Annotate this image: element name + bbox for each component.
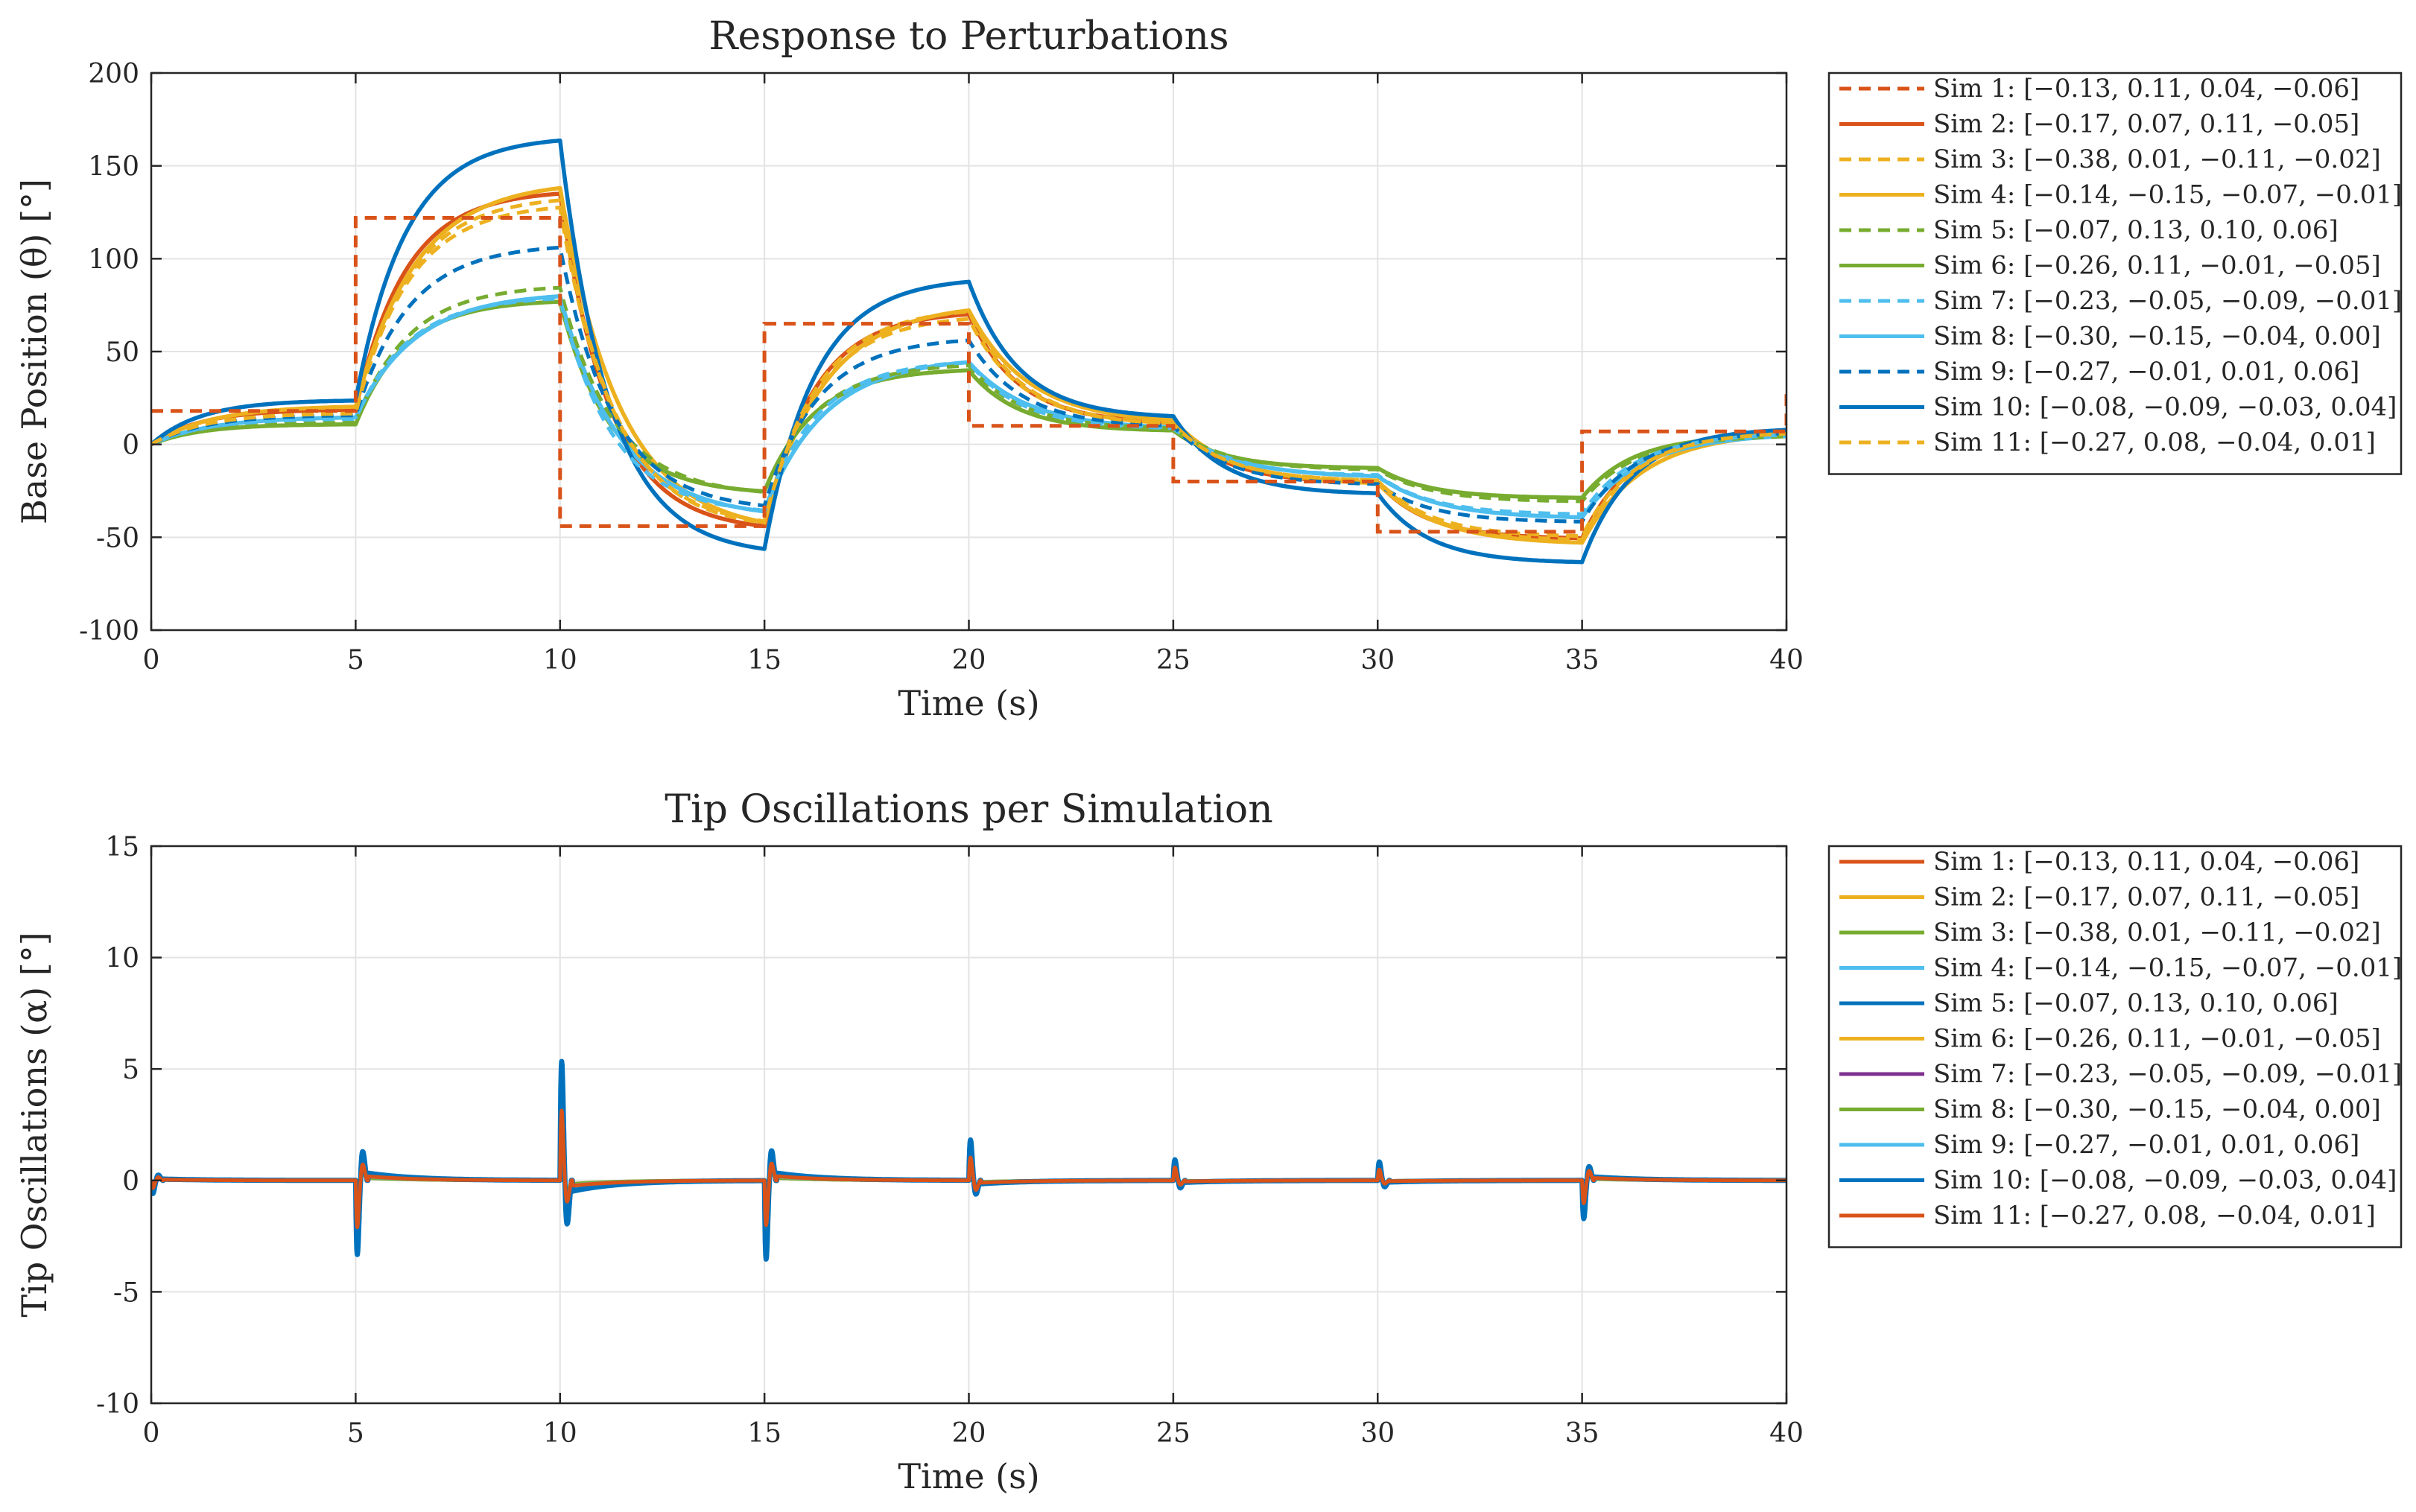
legend-entry: Sim 8: [−0.30, −0.15, −0.04, 0.00] bbox=[1933, 1095, 2381, 1125]
legend: Sim 1: [−0.13, 0.11, 0.04, −0.06] Sim 2: … bbox=[1827, 72, 2403, 475]
y-tick-label: 5 bbox=[122, 1055, 139, 1085]
x-tick-label: 40 bbox=[1769, 1418, 1804, 1449]
legend-entry: Sim 3: [−0.38, 0.01, −0.11, −0.02] bbox=[1933, 144, 2381, 174]
legend-entry: Sim 7: [−0.23, −0.05, −0.09, −0.01] bbox=[1933, 1059, 2402, 1089]
chart-panel-2: 0 5 10 15 20 25 30 35 40 15 10 5 0 -5 -10 Tip Oscillati… bbox=[14, 787, 2403, 1496]
series-line-1 bbox=[151, 216, 1786, 534]
series-line-5 bbox=[151, 285, 1786, 504]
legend-entry: Sim 9: [−0.27, −0.01, 0.01, 0.06] bbox=[1933, 357, 2359, 387]
x-tick-label: 10 bbox=[543, 1418, 577, 1449]
x-tick-label: 0 bbox=[143, 1418, 160, 1449]
x-tick-label: 40 bbox=[1769, 645, 1804, 676]
legend-entry: Sim 10: [−0.08, −0.09, −0.03, 0.04] bbox=[1933, 1166, 2397, 1195]
y-tick-label: 100 bbox=[88, 244, 139, 275]
y-tick-label: -5 bbox=[113, 1277, 139, 1308]
series-line-11 bbox=[151, 1108, 1786, 1230]
y-tick-label: 200 bbox=[88, 59, 139, 89]
x-tick-label: 25 bbox=[1156, 645, 1190, 676]
legend-entry: Sim 6: [−0.26, 0.11, −0.01, −0.05] bbox=[1933, 1024, 2381, 1054]
legend-entry: Sim 2: [−0.17, 0.07, 0.11, −0.05] bbox=[1933, 883, 2359, 912]
legend-entry: Sim 7: [−0.23, −0.05, −0.09, −0.01] bbox=[1933, 286, 2402, 316]
y-tick-label: 10 bbox=[105, 944, 139, 974]
legend-entry: Sim 4: [−0.14, −0.15, −0.07, −0.01] bbox=[1933, 953, 2402, 983]
ticks: 0 5 10 15 20 25 30 35 40 200 150 100 50 0 -50 -100 bbox=[79, 59, 1804, 676]
legend-entry: Sim 5: [−0.07, 0.13, 0.10, 0.06] bbox=[1933, 988, 2339, 1018]
x-tick-label: 35 bbox=[1565, 645, 1599, 676]
y-tick-label: 15 bbox=[105, 832, 139, 863]
chart-panel-1: 0 5 10 15 20 25 30 35 40 200 150 100 50 0 -50 -100 Respo… bbox=[14, 14, 2403, 723]
y-tick-label: 0 bbox=[122, 431, 139, 461]
x-axis-label: Time (s) bbox=[898, 1456, 1039, 1496]
legend-entry: Sim 5: [−0.07, 0.13, 0.10, 0.06] bbox=[1933, 215, 2339, 245]
y-tick-label: 0 bbox=[122, 1166, 139, 1197]
legend-entry: Sim 4: [−0.14, −0.15, −0.07, −0.01] bbox=[1933, 180, 2402, 210]
y-tick-label: 50 bbox=[105, 337, 139, 368]
series-line-4 bbox=[151, 185, 1786, 545]
x-tick-label: 20 bbox=[952, 645, 986, 676]
plot-area bbox=[151, 1058, 1786, 1262]
chart-title: Tip Oscillations per Simulation bbox=[665, 787, 1272, 832]
y-tick-label: -10 bbox=[96, 1389, 139, 1420]
y-tick-label: -100 bbox=[79, 616, 139, 647]
ticks: 0 5 10 15 20 25 30 35 40 15 10 5 0 -5 -10 bbox=[96, 832, 1804, 1449]
legend-entry: Sim 6: [−0.26, 0.11, −0.01, −0.05] bbox=[1933, 251, 2381, 281]
x-tick-label: 5 bbox=[347, 1418, 364, 1449]
legend: Sim 1: [−0.13, 0.11, 0.04, −0.06] Sim 2: … bbox=[1827, 845, 2403, 1248]
x-axis-label: Time (s) bbox=[898, 683, 1039, 723]
chart-title: Response to Perturbations bbox=[708, 14, 1228, 59]
legend-entry: Sim 10: [−0.08, −0.09, −0.03, 0.04] bbox=[1933, 393, 2397, 422]
legend-entry: Sim 11: [−0.27, 0.08, −0.04, 0.01] bbox=[1933, 1201, 2376, 1230]
x-tick-label: 20 bbox=[952, 1418, 986, 1449]
legend-entry: Sim 3: [−0.38, 0.01, −0.11, −0.02] bbox=[1933, 918, 2381, 947]
plot-area bbox=[151, 138, 1786, 565]
x-tick-label: 5 bbox=[347, 645, 364, 676]
x-tick-label: 30 bbox=[1360, 645, 1395, 676]
y-axis-label: Tip Oscillations (α) [°] bbox=[14, 932, 54, 1317]
legend-entry: Sim 1: [−0.13, 0.11, 0.04, −0.06] bbox=[1933, 847, 2359, 877]
x-tick-label: 15 bbox=[747, 645, 781, 676]
series-line-10 bbox=[151, 138, 1786, 565]
x-tick-label: 25 bbox=[1156, 1418, 1190, 1449]
x-tick-label: 35 bbox=[1565, 1418, 1599, 1449]
legend-entry: Sim 11: [−0.27, 0.08, −0.04, 0.01] bbox=[1933, 428, 2376, 457]
x-tick-label: 30 bbox=[1360, 1418, 1395, 1449]
y-axis-label: Base Position (θ) [°] bbox=[14, 179, 54, 524]
y-tick-label: -50 bbox=[96, 523, 139, 553]
legend-entry: Sim 1: [−0.13, 0.11, 0.04, −0.06] bbox=[1933, 74, 2359, 104]
x-tick-label: 0 bbox=[143, 645, 160, 676]
y-tick-label: 150 bbox=[88, 152, 139, 182]
legend-entry: Sim 8: [−0.30, −0.15, −0.04, 0.00] bbox=[1933, 322, 2381, 352]
x-tick-label: 10 bbox=[543, 645, 577, 676]
x-tick-label: 15 bbox=[747, 1418, 781, 1449]
legend-entry: Sim 9: [−0.27, −0.01, 0.01, 0.06] bbox=[1933, 1130, 2359, 1160]
legend-entry: Sim 2: [−0.17, 0.07, 0.11, −0.05] bbox=[1933, 109, 2359, 139]
